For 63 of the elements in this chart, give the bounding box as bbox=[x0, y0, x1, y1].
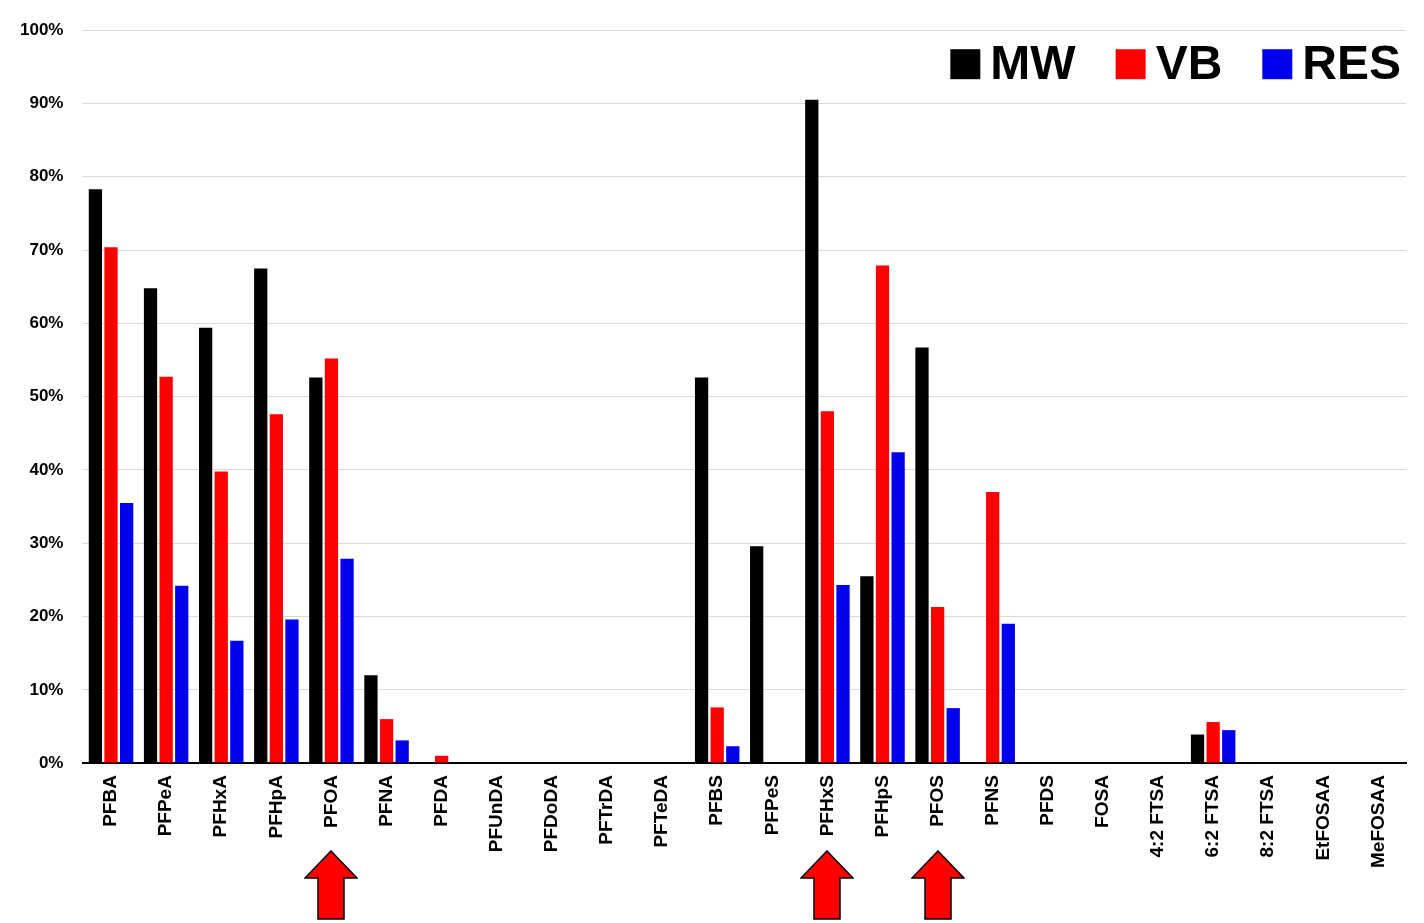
x-tick-label: PFHxS bbox=[815, 775, 837, 837]
x-tick-label: PFNA bbox=[374, 774, 396, 827]
bar bbox=[946, 708, 960, 763]
y-tick-label: 30% bbox=[29, 532, 64, 552]
bar bbox=[1222, 730, 1236, 763]
x-tick-label: PFHxA bbox=[209, 774, 231, 838]
bar bbox=[986, 491, 1000, 763]
x-tick-label: PFNS bbox=[980, 775, 1002, 826]
bar bbox=[214, 471, 228, 763]
x-tick-label: PFUnDA bbox=[485, 774, 506, 853]
bar bbox=[891, 452, 905, 763]
y-tick-label: 50% bbox=[29, 386, 64, 406]
bar bbox=[1206, 722, 1220, 763]
y-tick-label: 40% bbox=[29, 459, 64, 479]
x-tick-label: FOSA bbox=[1091, 774, 1113, 828]
bar bbox=[104, 247, 118, 763]
bar bbox=[175, 585, 189, 763]
x-tick-label: PFDA bbox=[429, 774, 451, 827]
x-tick-label: PFTrDA bbox=[595, 774, 617, 845]
y-tick-label: 0% bbox=[38, 752, 64, 772]
y-tick-label: 70% bbox=[29, 239, 64, 259]
legend-label: VB bbox=[1155, 36, 1223, 90]
x-tick-label: PFBS bbox=[705, 775, 727, 826]
bar bbox=[159, 376, 173, 763]
x-tick-label: EtFOSAA bbox=[1311, 774, 1333, 861]
x-tick-label: 8:2 FTSA bbox=[1256, 774, 1278, 858]
bar bbox=[230, 640, 244, 763]
bar bbox=[269, 414, 283, 763]
bar bbox=[836, 585, 850, 763]
y-tick-label: 60% bbox=[29, 313, 64, 333]
bar bbox=[379, 719, 394, 763]
x-tick-label: PFHpS bbox=[870, 775, 892, 838]
bar bbox=[324, 358, 339, 763]
bar bbox=[120, 502, 134, 763]
x-tick-label: 6:2 FTSA bbox=[1201, 774, 1223, 858]
bar bbox=[340, 558, 354, 763]
x-tick-label: PFPeA bbox=[154, 774, 176, 837]
bar bbox=[875, 265, 890, 763]
x-tick-label: PFDS bbox=[1036, 775, 1058, 826]
x-tick-label: PFOA bbox=[319, 774, 341, 828]
bar bbox=[1001, 623, 1015, 763]
x-tick-label: PFPeS bbox=[760, 775, 782, 836]
y-tick-label: 20% bbox=[29, 606, 64, 626]
bar bbox=[285, 619, 299, 763]
x-tick-label: 4:2 FTSA bbox=[1146, 774, 1168, 858]
bar bbox=[726, 746, 740, 763]
y-tick-label: 90% bbox=[29, 93, 64, 113]
y-tick-label: 10% bbox=[29, 679, 64, 699]
y-tick-label: 80% bbox=[29, 166, 64, 186]
legend-label: RES bbox=[1302, 36, 1402, 90]
x-tick-label: PFHpA bbox=[264, 774, 286, 839]
x-tick-label: PFDoDA bbox=[540, 774, 562, 853]
legend-label: MW bbox=[990, 36, 1077, 90]
x-tick-label: PFOS bbox=[925, 775, 947, 827]
bar bbox=[435, 755, 449, 763]
bar bbox=[820, 411, 835, 763]
y-tick-label: 100% bbox=[20, 19, 64, 39]
x-tick-label: MeFOSAA bbox=[1366, 774, 1388, 869]
bar bbox=[930, 607, 945, 763]
bar bbox=[710, 707, 724, 763]
x-tick-label: PFTeDA bbox=[650, 774, 672, 848]
x-tick-label: PFBA bbox=[99, 774, 121, 827]
bar bbox=[395, 740, 409, 763]
